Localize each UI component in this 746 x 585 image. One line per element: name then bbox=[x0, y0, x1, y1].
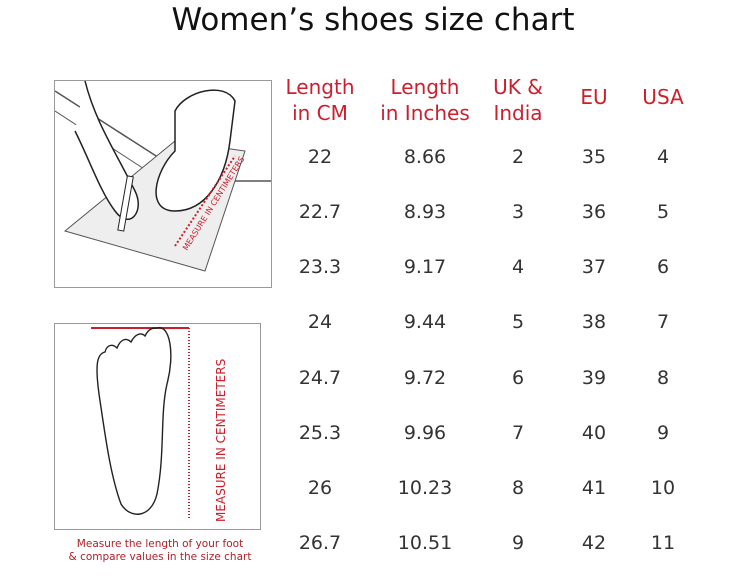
table-cell: 35 bbox=[581, 146, 607, 168]
table-cell: 6 bbox=[511, 367, 525, 389]
column-header: Length in CM bbox=[286, 74, 355, 126]
caption: Measure the length of your foot & compar… bbox=[50, 538, 270, 564]
table-cell: 8.93 bbox=[403, 201, 447, 223]
table-cell: 10 bbox=[650, 477, 676, 499]
table-cell: 11 bbox=[650, 532, 676, 554]
foot-outline-icon: MEASURE IN CENTIMETERS bbox=[91, 327, 228, 522]
table-cell: 24.7 bbox=[298, 367, 342, 389]
caption-line: Measure the length of your foot bbox=[76, 538, 244, 550]
table-cell: 22 bbox=[307, 146, 333, 168]
table-cell: 9 bbox=[511, 532, 525, 554]
foot-outline-illustration: MEASURE IN CENTIMETERS bbox=[54, 323, 261, 530]
table-cell: 9.96 bbox=[403, 422, 447, 444]
table-cell: 38 bbox=[581, 311, 607, 333]
table-cell: 9.44 bbox=[403, 311, 447, 333]
column-header: EU bbox=[580, 84, 607, 110]
table-cell: 4 bbox=[511, 256, 525, 278]
table-cell: 26.7 bbox=[298, 532, 342, 554]
table-cell: 37 bbox=[581, 256, 607, 278]
foot-measure-illustration: MEASURE IN CENTIMETERS bbox=[54, 80, 272, 288]
header-line: USA bbox=[642, 85, 684, 109]
table-cell: 4 bbox=[656, 146, 670, 168]
table-cell: 8 bbox=[511, 477, 525, 499]
table-cell: 22.7 bbox=[298, 201, 342, 223]
table-cell: 25.3 bbox=[298, 422, 342, 444]
table-cell: 26 bbox=[307, 477, 333, 499]
table-cell: 36 bbox=[581, 201, 607, 223]
header-line: UK & bbox=[493, 75, 543, 99]
table-cell: 10.23 bbox=[397, 477, 453, 499]
hand-measuring-foot-icon: MEASURE IN CENTIMETERS bbox=[54, 80, 271, 272]
table-cell: 24 bbox=[307, 311, 333, 333]
table-cell: 8 bbox=[656, 367, 670, 389]
ruler-label: MEASURE IN CENTIMETERS bbox=[214, 359, 228, 522]
table-cell: 5 bbox=[511, 311, 525, 333]
header-line: in CM bbox=[292, 101, 348, 125]
table-cell: 9 bbox=[656, 422, 670, 444]
header-line: EU bbox=[580, 85, 608, 109]
table-cell: 42 bbox=[581, 532, 607, 554]
header-line: Length bbox=[285, 75, 355, 99]
column-header: Length in Inches bbox=[380, 74, 470, 126]
table-cell: 7 bbox=[656, 311, 670, 333]
table-cell: 7 bbox=[511, 422, 525, 444]
table-cell: 5 bbox=[656, 201, 670, 223]
table-cell: 3 bbox=[511, 201, 525, 223]
header-line: India bbox=[493, 101, 543, 125]
table-cell: 39 bbox=[581, 367, 607, 389]
header-line: Length bbox=[390, 75, 460, 99]
table-cell: 23.3 bbox=[298, 256, 342, 278]
caption-line: & compare values in the size chart bbox=[68, 551, 252, 563]
table-cell: 6 bbox=[656, 256, 670, 278]
table-cell: 41 bbox=[581, 477, 607, 499]
column-header: UK & India bbox=[493, 74, 543, 126]
header-line: in Inches bbox=[380, 101, 470, 125]
column-header: USA bbox=[642, 84, 683, 110]
table-cell: 10.51 bbox=[397, 532, 453, 554]
table-cell: 9.17 bbox=[403, 256, 447, 278]
table-cell: 40 bbox=[581, 422, 607, 444]
table-cell: 9.72 bbox=[403, 367, 447, 389]
table-cell: 8.66 bbox=[403, 146, 447, 168]
page-title: Women’s shoes size chart bbox=[171, 2, 575, 38]
table-cell: 2 bbox=[511, 146, 525, 168]
